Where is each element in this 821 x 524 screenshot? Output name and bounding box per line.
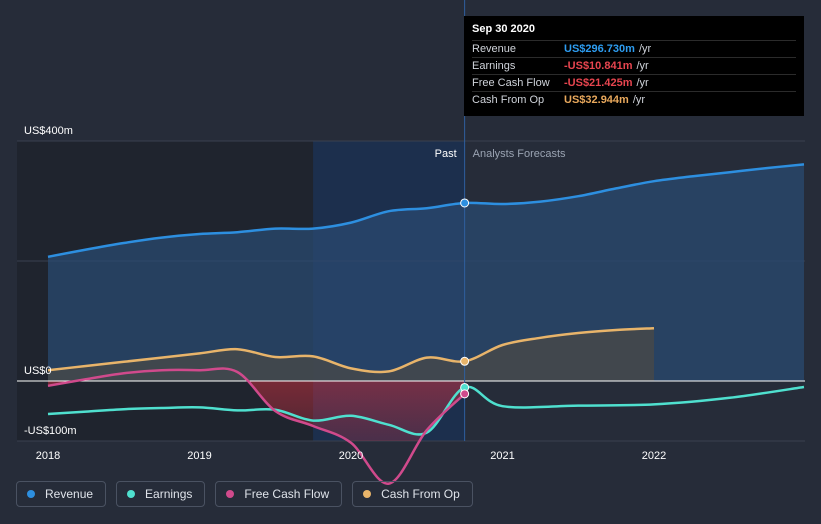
legend-item-cash-from-op[interactable]: Cash From Op bbox=[352, 481, 473, 507]
legend-dot-icon bbox=[27, 490, 35, 498]
y-tick-label: US$400m bbox=[24, 125, 73, 137]
negative-area bbox=[48, 381, 465, 441]
cash-from-op-line bbox=[47, 326, 655, 374]
tooltip-unit: /yr bbox=[632, 94, 646, 106]
hover-markers bbox=[460, 198, 470, 399]
tooltip-unit: /yr bbox=[638, 43, 652, 55]
tooltip-label: Cash From Op bbox=[472, 94, 545, 106]
legend-item-earnings[interactable]: Earnings bbox=[116, 481, 206, 507]
legend-label: Revenue bbox=[45, 487, 94, 501]
tooltip-value: -US$10.841m bbox=[564, 60, 633, 72]
tooltip-unit: /yr bbox=[636, 60, 649, 72]
legend-item-free-cash-flow[interactable]: Free Cash Flow bbox=[215, 481, 343, 507]
x-tick-label: 2018 bbox=[36, 450, 60, 462]
x-tick-label: 2019 bbox=[187, 450, 211, 462]
tooltip-row-free-cash-flow: Free Cash Flow -US$21.425m /yr bbox=[472, 75, 796, 92]
legend-item-revenue[interactable]: Revenue bbox=[16, 481, 107, 507]
y-tick-label: US$0 bbox=[24, 365, 52, 377]
chart-legend: Revenue Earnings Free Cash Flow Cash Fro… bbox=[16, 481, 483, 507]
tooltip-label: Revenue bbox=[472, 43, 517, 55]
legend-label: Earnings bbox=[145, 487, 193, 501]
revenue-area bbox=[48, 164, 804, 381]
earnings-line bbox=[47, 385, 805, 436]
x-tick-label: 2021 bbox=[490, 450, 514, 462]
data-tooltip: Sep 30 2020 Revenue US$296.730m /yr Earn… bbox=[464, 16, 804, 116]
y-tick-label: -US$100m bbox=[24, 425, 77, 437]
tooltip-row-cash-from-op: Cash From Op US$32.944m /yr bbox=[472, 92, 796, 108]
tooltip-row-revenue: Revenue US$296.730m /yr bbox=[472, 41, 796, 58]
tooltip-value: US$32.944m bbox=[564, 94, 629, 106]
x-axis-labels: 2018 2019 2020 2021 2022 bbox=[36, 450, 666, 462]
tooltip-value: -US$21.425m bbox=[564, 77, 633, 89]
x-tick-label: 2020 bbox=[339, 450, 363, 462]
y-axis-labels: US$400m US$0 -US$100m bbox=[24, 125, 77, 437]
forecast-label: Analysts Forecasts bbox=[473, 148, 566, 160]
tooltip-label: Free Cash Flow bbox=[472, 77, 550, 89]
free-cash-flow-marker bbox=[460, 389, 470, 399]
revenue-marker bbox=[460, 198, 470, 208]
cash-from-op-area bbox=[48, 328, 654, 381]
series-fills bbox=[48, 164, 804, 441]
legend-label: Cash From Op bbox=[381, 487, 460, 501]
legend-dot-icon bbox=[363, 490, 372, 498]
tooltip-row-earnings: Earnings -US$10.841m /yr bbox=[472, 58, 796, 75]
x-tick-label: 2022 bbox=[642, 450, 666, 462]
tooltip-value: US$296.730m bbox=[564, 43, 635, 55]
cash-from-op-marker bbox=[460, 356, 470, 366]
tooltip-date: Sep 30 2020 bbox=[472, 23, 796, 41]
free-cash-flow-line bbox=[47, 367, 466, 485]
legend-dot-icon bbox=[127, 490, 136, 498]
tooltip-label: Earnings bbox=[472, 60, 516, 72]
tooltip-unit: /yr bbox=[636, 77, 649, 89]
past-label: Past bbox=[435, 148, 457, 160]
legend-label: Free Cash Flow bbox=[244, 487, 330, 501]
series-lines bbox=[47, 163, 805, 485]
revenue-line bbox=[47, 163, 805, 259]
legend-dot-icon bbox=[226, 490, 235, 498]
